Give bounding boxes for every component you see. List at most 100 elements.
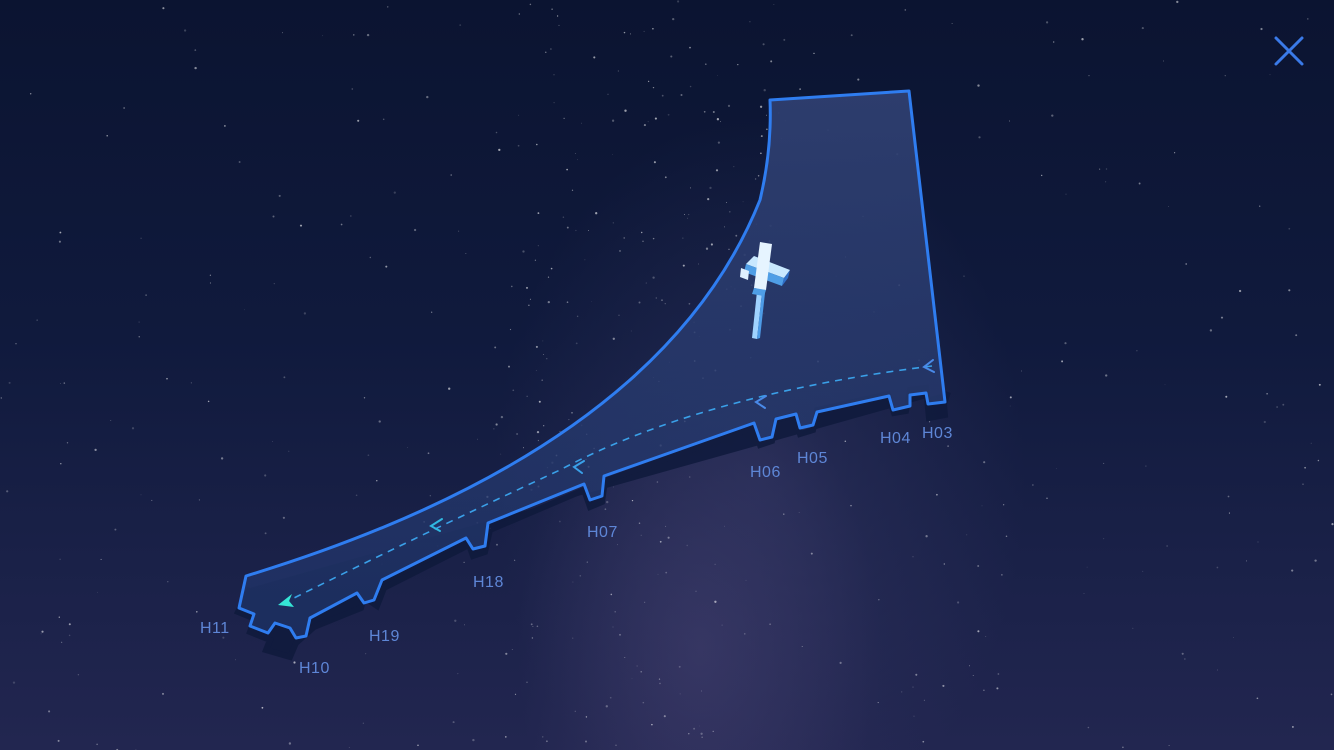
star <box>508 365 510 368</box>
star <box>29 93 32 95</box>
star <box>575 342 578 345</box>
close-button[interactable] <box>1270 32 1308 70</box>
star <box>604 508 607 511</box>
star <box>465 253 467 254</box>
star <box>511 649 513 650</box>
star <box>538 400 541 403</box>
star <box>1288 227 1291 230</box>
star <box>293 661 296 664</box>
gate-label-h06[interactable]: H06 <box>750 464 781 481</box>
star <box>553 74 555 76</box>
star <box>131 427 135 430</box>
star <box>282 516 285 519</box>
star <box>166 377 168 380</box>
star <box>526 681 528 683</box>
star <box>288 450 290 452</box>
star <box>985 636 987 638</box>
star <box>1220 316 1224 319</box>
star <box>541 379 543 382</box>
star <box>514 693 517 695</box>
star <box>733 166 735 168</box>
star <box>238 161 241 163</box>
star <box>717 75 718 77</box>
star <box>41 630 44 633</box>
star <box>773 4 775 5</box>
star <box>209 282 211 284</box>
star <box>222 636 225 639</box>
star <box>904 9 907 11</box>
star <box>1105 168 1108 170</box>
direction-arrow-icon <box>754 395 767 409</box>
star <box>783 38 786 41</box>
star <box>530 623 533 626</box>
star <box>495 423 498 426</box>
star <box>353 34 355 36</box>
star <box>581 122 582 124</box>
star <box>48 710 51 713</box>
star <box>558 24 560 26</box>
gate-label-h04[interactable]: H04 <box>880 430 911 447</box>
star <box>532 625 534 627</box>
star <box>106 135 108 137</box>
star <box>977 84 980 87</box>
star <box>458 230 460 232</box>
star <box>1168 745 1170 746</box>
star <box>703 110 706 113</box>
star <box>591 301 592 302</box>
star <box>721 624 723 626</box>
star <box>737 63 739 66</box>
gate-label-h10[interactable]: H10 <box>299 660 330 677</box>
gate-label-h11[interactable]: H11 <box>200 620 230 637</box>
star <box>577 159 578 161</box>
star <box>407 446 408 448</box>
star <box>630 330 632 332</box>
star <box>138 336 140 338</box>
star <box>376 480 378 482</box>
star <box>493 428 495 430</box>
star <box>735 234 738 237</box>
star <box>631 677 633 679</box>
gate-label-h07[interactable]: H07 <box>587 524 618 541</box>
star <box>1132 627 1134 629</box>
star <box>1009 120 1010 122</box>
star <box>1009 396 1012 399</box>
gate-label-h03[interactable]: H03 <box>922 425 953 442</box>
star <box>1005 535 1008 537</box>
star <box>798 512 800 513</box>
star <box>688 302 691 305</box>
star <box>709 186 712 190</box>
star <box>58 616 60 618</box>
star <box>59 383 61 384</box>
star <box>652 276 655 279</box>
star <box>611 119 615 122</box>
star <box>850 504 852 507</box>
gate-label-h05[interactable]: H05 <box>797 450 828 467</box>
star <box>537 212 540 215</box>
star <box>712 111 715 113</box>
star <box>535 143 538 146</box>
star <box>426 95 429 99</box>
star <box>97 591 98 593</box>
star <box>536 430 540 434</box>
star <box>559 430 561 433</box>
star <box>550 267 553 270</box>
star <box>1122 746 1124 749</box>
star <box>686 544 688 547</box>
star <box>757 174 760 177</box>
star <box>6 490 9 493</box>
star <box>693 727 696 730</box>
gate-label-h18[interactable]: H18 <box>473 574 504 591</box>
star <box>901 691 903 693</box>
star <box>77 673 80 676</box>
star <box>59 231 62 234</box>
gate-label-h19[interactable]: H19 <box>369 628 400 645</box>
star <box>659 540 662 543</box>
star <box>1185 263 1188 265</box>
star <box>717 141 721 144</box>
star <box>642 701 645 704</box>
star <box>427 452 430 455</box>
star <box>272 441 273 442</box>
star <box>1260 27 1263 31</box>
star <box>844 440 847 443</box>
